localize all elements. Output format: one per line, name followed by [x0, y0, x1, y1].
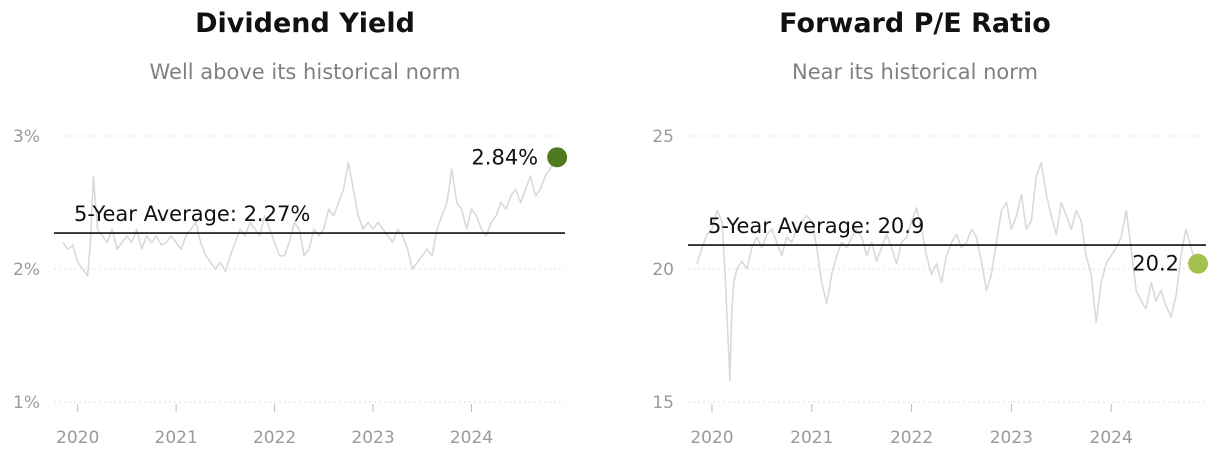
- y-tick-label: 25: [652, 127, 674, 147]
- last-value-marker: [1188, 253, 1209, 274]
- x-tick-label: 2022: [890, 428, 933, 448]
- forward-pe-panel: Forward P/E Ratio Near its historical no…: [610, 0, 1220, 456]
- series-line: [696, 161, 1197, 382]
- chart-subtitle: Well above its historical norm: [149, 60, 461, 84]
- dividend-yield-panel: Dividend Yield Well above its historical…: [13, 8, 568, 448]
- forward-pe-plot: 15 20 25 2020 2021 2022 2023 2024 5-Year Average…: [652, 127, 1209, 448]
- dividend-yield-plot: 1% 2% 3% 2020 2021 2022 2023 2024 5-Year Average…: [13, 127, 568, 448]
- y-tick-label: 20: [652, 260, 674, 280]
- y-tick-label: 15: [652, 393, 674, 413]
- x-tick-label: 2020: [56, 428, 99, 448]
- x-tick-label: 2024: [1090, 428, 1133, 448]
- chart-title: Forward P/E Ratio: [779, 8, 1051, 39]
- average-label: 5-Year Average: 2.27%: [74, 202, 310, 226]
- chart-subtitle: Near its historical norm: [792, 60, 1038, 84]
- x-tick-label: 2021: [155, 428, 198, 448]
- average-label: 5-Year Average: 20.9: [708, 214, 924, 238]
- x-tick-label: 2023: [990, 428, 1033, 448]
- y-tick-label: 2%: [13, 260, 40, 280]
- y-tick-label: 3%: [13, 127, 40, 147]
- last-value-label: 20.2: [1132, 252, 1179, 276]
- x-tick-label: 2023: [351, 428, 394, 448]
- x-tick-label: 2024: [450, 428, 493, 448]
- x-tick-label: 2021: [790, 428, 833, 448]
- chart-title: Dividend Yield: [195, 8, 415, 39]
- x-tick-label: 2022: [253, 428, 296, 448]
- last-value-marker: [547, 147, 568, 168]
- last-value-label: 2.84%: [471, 145, 538, 169]
- y-tick-label: 1%: [13, 393, 40, 413]
- series-line: [62, 156, 556, 277]
- x-tick-label: 2020: [690, 428, 733, 448]
